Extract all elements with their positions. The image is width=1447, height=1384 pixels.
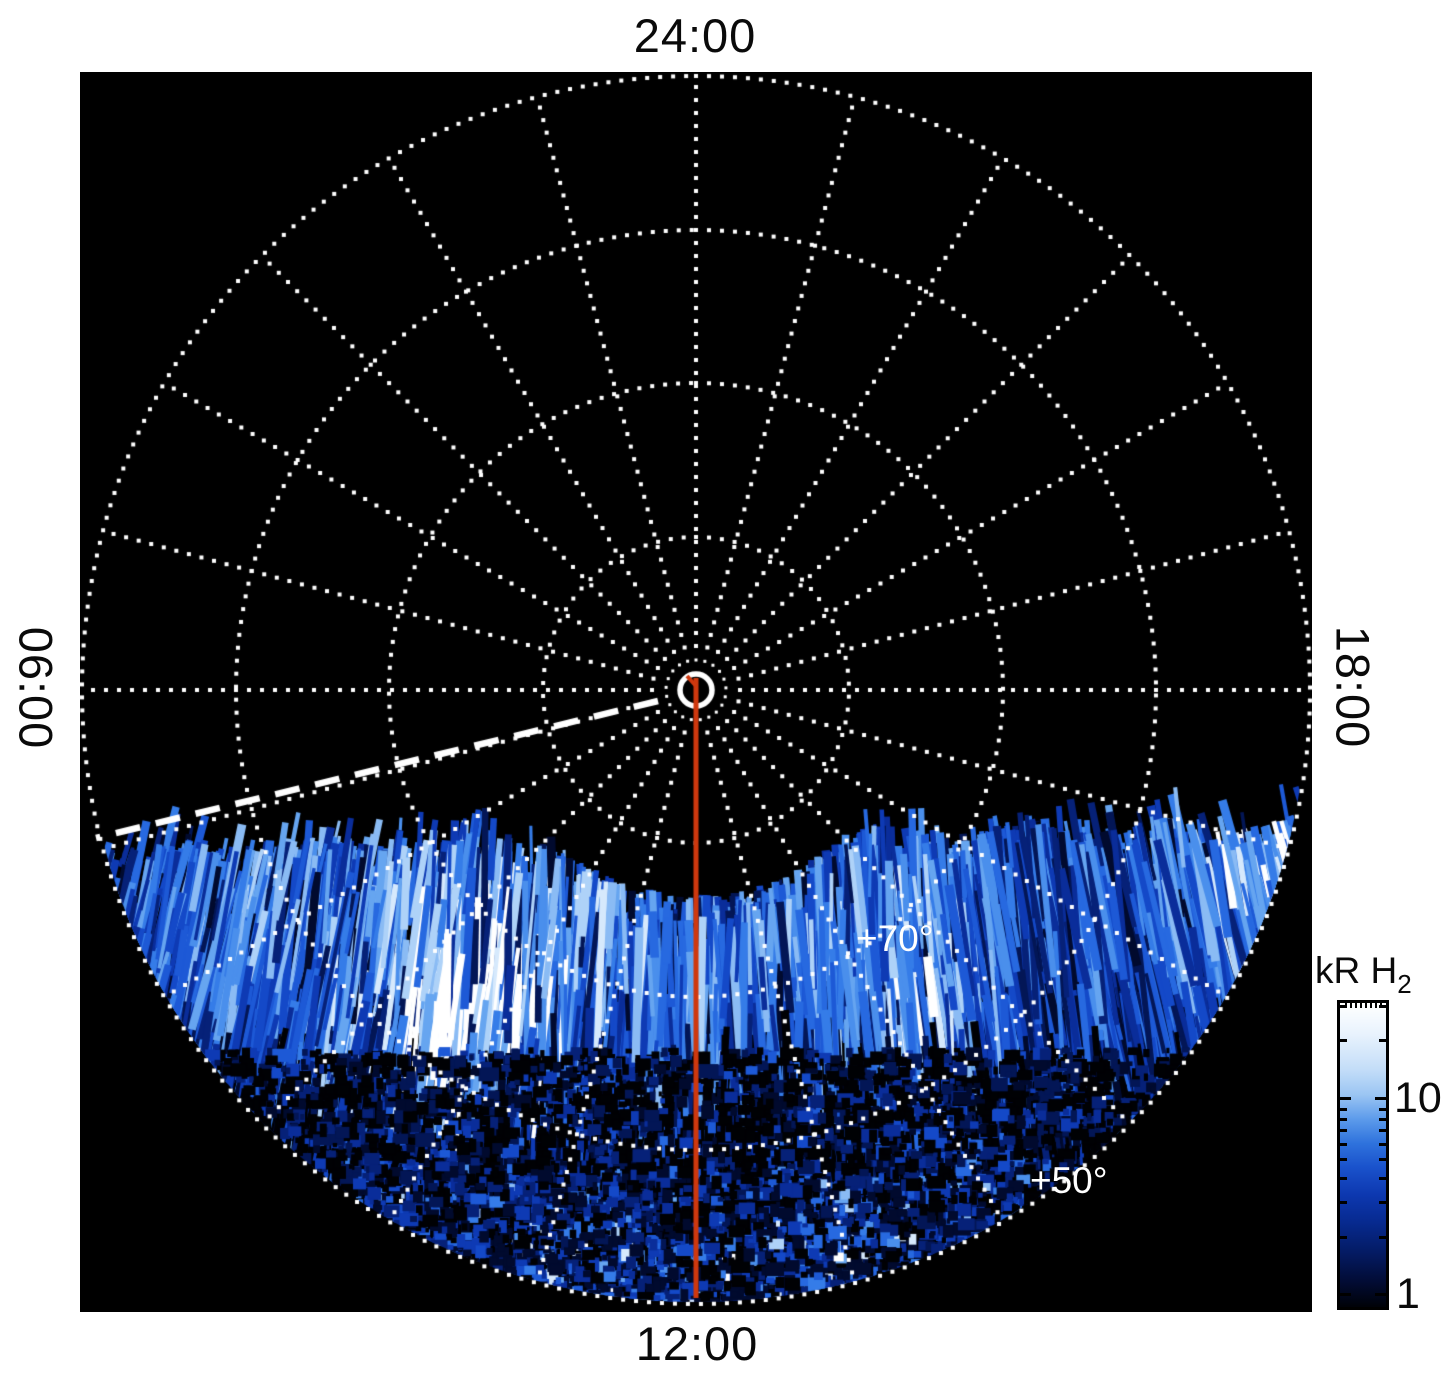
colorbar-tick — [1379, 1201, 1386, 1204]
colorbar-tick — [1379, 1158, 1386, 1161]
colorbar-tick — [1379, 1005, 1386, 1008]
colorbar-title: kR H2 — [1315, 950, 1412, 1000]
colorbar-tick — [1340, 1143, 1347, 1146]
label-local-time-right: 18:00 — [1326, 625, 1380, 749]
colorbar-tick — [1350, 1003, 1352, 1008]
colorbar-tick — [1375, 1293, 1386, 1296]
colorbar-title-main: kR H — [1315, 950, 1398, 991]
colorbar-tick — [1340, 1108, 1347, 1111]
colorbar-tick — [1379, 1143, 1386, 1146]
label-local-time-left: 06:00 — [9, 626, 63, 750]
colorbar-gradient — [1340, 1003, 1386, 1307]
colorbar-tick — [1370, 1003, 1372, 1008]
colorbar-tick — [1379, 1177, 1386, 1180]
label-local-time-bottom: 12:00 — [635, 1317, 759, 1370]
colorbar-tick — [1340, 1293, 1351, 1296]
colorbar-tick — [1340, 1039, 1347, 1042]
colorbar-tick — [1375, 1003, 1377, 1008]
polar-plot-canvas — [80, 72, 1312, 1312]
colorbar-tick — [1340, 1118, 1347, 1121]
colorbar — [1337, 1000, 1389, 1310]
colorbar-tick — [1380, 1003, 1382, 1008]
colorbar-title-sub: 2 — [1397, 969, 1412, 999]
colorbar-tick — [1340, 1177, 1347, 1180]
colorbar-tick — [1360, 1003, 1362, 1008]
label-latitude-70: +70° — [856, 918, 934, 959]
colorbar-tick — [1340, 1097, 1351, 1100]
colorbar-tick — [1355, 1003, 1357, 1008]
colorbar-tick — [1379, 1118, 1386, 1121]
colorbar-tick — [1365, 1003, 1367, 1008]
colorbar-tick-label-10: 10 — [1394, 1074, 1442, 1122]
colorbar-tick — [1375, 1097, 1386, 1100]
colorbar-tick — [1340, 1158, 1347, 1161]
colorbar-tick — [1340, 1129, 1347, 1132]
colorbar-tick-label-1: 1 — [1396, 1270, 1420, 1318]
colorbar-tick — [1379, 1129, 1386, 1132]
colorbar-tick — [1345, 1003, 1347, 1008]
colorbar-tick — [1379, 1039, 1386, 1042]
label-latitude-50: +50° — [1030, 1160, 1108, 1201]
label-local-time-top: 24:00 — [633, 9, 757, 62]
colorbar-tick — [1379, 1108, 1386, 1111]
colorbar-tick — [1340, 1005, 1347, 1008]
colorbar-tick — [1340, 1201, 1347, 1204]
colorbar-tick — [1379, 1236, 1386, 1239]
colorbar-tick — [1340, 1236, 1347, 1239]
